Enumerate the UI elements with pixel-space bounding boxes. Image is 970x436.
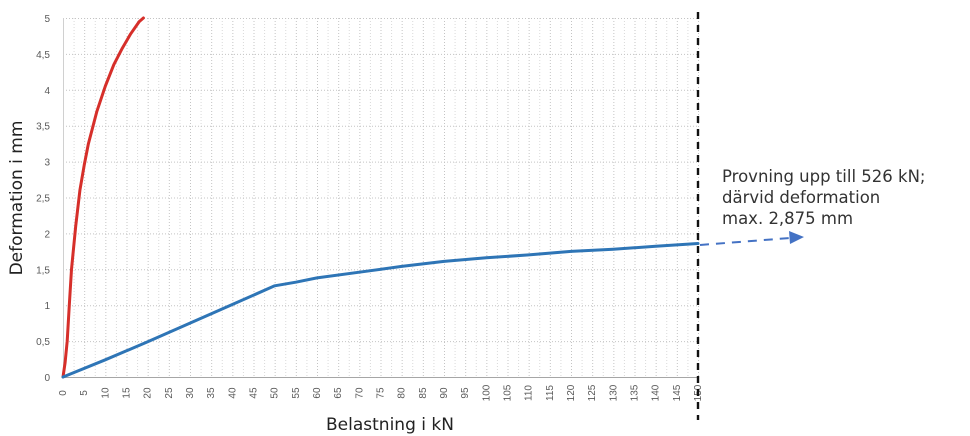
x-tick-label: 75 <box>376 387 387 399</box>
x-tick-label: 80 <box>397 387 408 399</box>
y-tick-label: 1 <box>44 301 50 312</box>
x-tick-label: 125 <box>587 384 598 401</box>
x-tick-label: 10 <box>100 387 111 399</box>
x-tick-label: 70 <box>354 387 365 399</box>
y-tick-label: 4 <box>44 86 50 97</box>
y-tick-labels: 0 0,5 1 1,5 2 2,5 3 3,5 4 4,5 5 <box>36 14 50 384</box>
y-tick-label: 1,5 <box>36 265 50 276</box>
series-line-blue <box>61 242 700 379</box>
x-tick-label: 90 <box>439 387 450 399</box>
y-tick-label: 3 <box>44 158 50 169</box>
y-tick-label: 5 <box>44 14 50 25</box>
x-tick-label: 60 <box>312 387 323 399</box>
x-tick-label: 25 <box>164 387 175 399</box>
x-tick-label: 55 <box>291 387 302 399</box>
y-tick-label: 2,5 <box>36 194 50 205</box>
annotation-line-1: Provning upp till 526 kN; <box>722 167 925 186</box>
x-tick-label: 105 <box>503 384 514 401</box>
x-tick-label: 145 <box>672 384 683 401</box>
x-tick-label: 0 <box>58 390 69 396</box>
x-tick-label: 85 <box>418 387 429 399</box>
y-tick-label: 0 <box>44 373 50 384</box>
y-tick-label: 4,5 <box>36 50 50 61</box>
data-series <box>61 16 700 379</box>
x-tick-label: 65 <box>333 387 344 399</box>
x-tick-label: 50 <box>270 387 281 399</box>
x-tick-labels: 0 5 10 15 20 25 30 35 40 45 50 55 60 65 70 75 80 85 90 95 10… <box>58 384 704 401</box>
series-line-red <box>61 16 145 379</box>
y-tick-label: 0,5 <box>36 337 50 348</box>
y-tick-label: 2 <box>44 229 50 240</box>
y-axis-title: Deformation i mm <box>7 121 27 276</box>
x-tick-label: 120 <box>566 384 577 401</box>
annotation-line-3: max. 2,875 mm <box>722 209 853 228</box>
annotation-arrow <box>699 231 804 246</box>
x-tick-label: 135 <box>630 384 641 401</box>
x-tick-label: 5 <box>79 390 90 396</box>
grid-lines <box>63 18 699 377</box>
y-tick-label: 3,5 <box>36 122 50 133</box>
x-tick-label: 30 <box>185 387 196 399</box>
x-tick-label: 45 <box>249 387 260 399</box>
x-tick-label: 110 <box>524 385 535 401</box>
x-tick-label: 140 <box>651 384 662 401</box>
x-axis-title: Belastning i kN <box>326 415 454 435</box>
x-tick-label: 15 <box>122 387 133 399</box>
annotation-line-2: därvid deformation <box>722 188 880 207</box>
x-tick-label: 115 <box>545 385 556 401</box>
x-tick-label: 130 <box>608 384 619 401</box>
x-tick-label: 35 <box>206 387 217 399</box>
x-tick-label: 20 <box>143 387 154 399</box>
x-tick-label: 40 <box>227 387 238 399</box>
x-tick-label: 95 <box>460 387 471 399</box>
x-tick-label: 100 <box>481 384 492 401</box>
